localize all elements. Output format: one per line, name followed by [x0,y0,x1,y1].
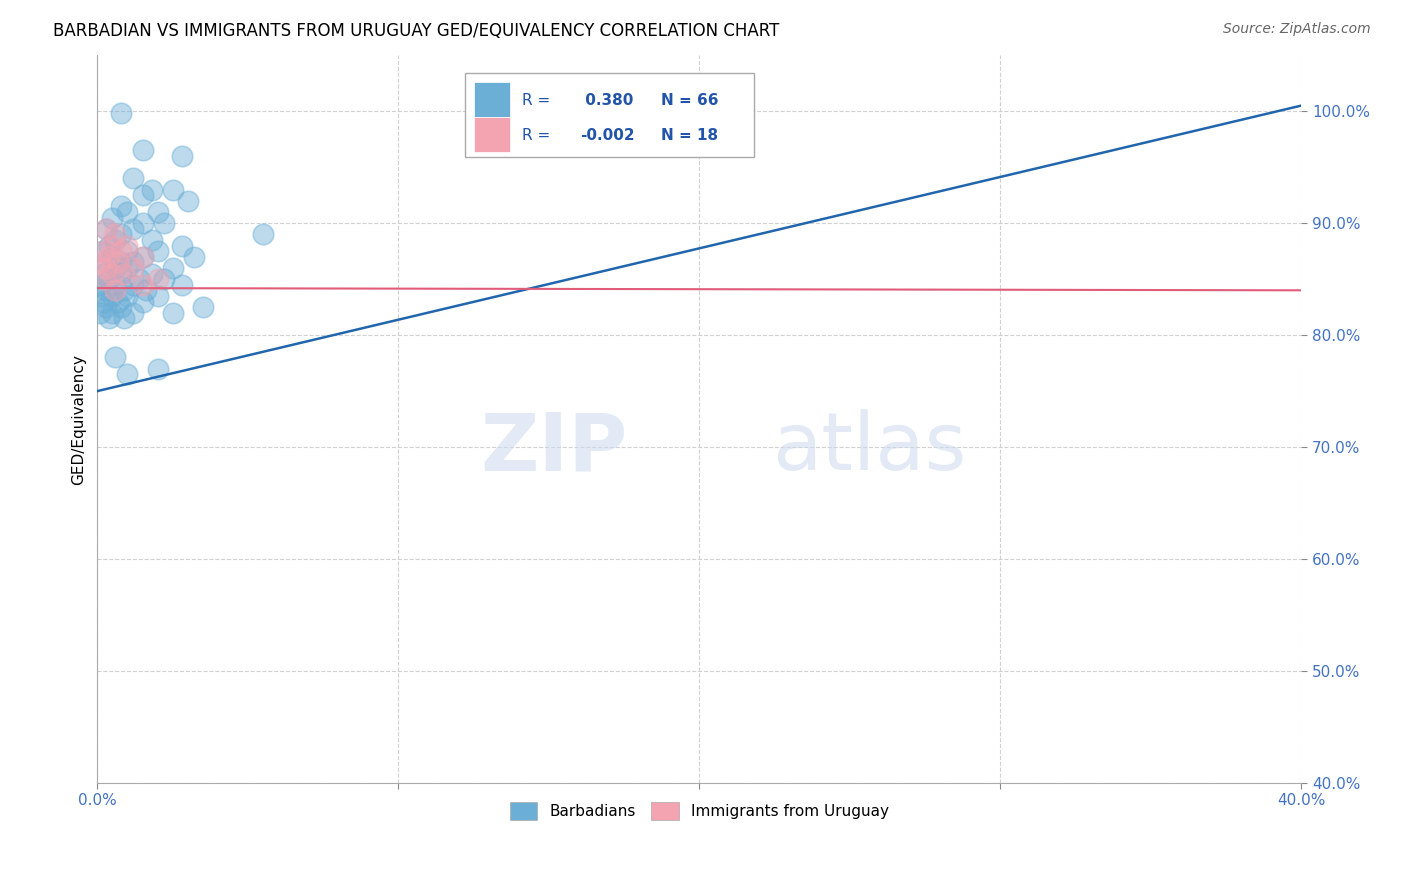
Point [141,233,163,247]
Point [117,260,139,275]
Point [110,255,132,269]
Point [114,283,136,297]
Point [117,244,139,259]
Point [104,283,127,297]
Bar [474,117,510,152]
Point [93,294,115,309]
Point [110,199,132,213]
Text: ZIP: ZIP [479,409,627,487]
Point [98,250,121,264]
Point [176,194,198,208]
Point [93,272,115,286]
Point [170,277,193,292]
Point [170,149,193,163]
Point [146,244,169,259]
Point [98,238,121,252]
Text: Source: ZipAtlas.com: Source: ZipAtlas.com [1223,22,1371,37]
Point [89,306,111,320]
Point [104,260,127,275]
Point [162,182,184,196]
Text: N = 66: N = 66 [661,94,718,109]
Point [96,221,118,235]
Point [122,171,145,186]
Point [146,272,169,286]
Point [96,255,118,269]
Point [131,294,153,309]
Point [114,311,136,326]
Point [104,227,127,242]
FancyBboxPatch shape [464,73,754,157]
Point [96,221,118,235]
Point [134,283,156,297]
Point [114,267,136,281]
Point [117,205,139,219]
Point [89,289,111,303]
Point [141,267,163,281]
Point [141,182,163,196]
Point [93,244,115,259]
Point [101,250,124,264]
Point [107,255,129,269]
Point [122,260,145,275]
Text: 0.380: 0.380 [581,94,634,109]
Point [101,238,124,252]
Point [104,233,127,247]
Point [146,361,169,376]
Point [101,267,124,281]
Point [110,300,132,314]
Point [89,255,111,269]
Text: R =: R = [523,94,555,109]
Point [131,250,153,264]
Point [146,205,169,219]
Point [101,306,124,320]
Point [117,289,139,303]
Point [93,244,115,259]
Text: -0.002: -0.002 [581,128,636,144]
Point [104,351,127,365]
Y-axis label: GED/Equivalency: GED/Equivalency [72,353,86,484]
Point [110,267,132,281]
Point [122,255,145,269]
Point [152,216,174,230]
Point [162,260,184,275]
Point [98,311,121,326]
Point [110,106,132,120]
Point [98,272,121,286]
Point [128,272,150,286]
Point [117,238,139,252]
Point [170,238,193,252]
Text: atlas: atlas [772,409,966,487]
Point [93,267,115,281]
Point [101,211,124,225]
Point [252,227,274,242]
Point [191,300,214,314]
Bar [474,82,510,117]
Point [122,221,145,235]
Point [183,250,205,264]
Point [110,244,132,259]
Text: R =: R = [523,128,555,144]
Point [110,227,132,242]
Point [96,300,118,314]
Point [146,289,169,303]
Text: N = 18: N = 18 [661,128,718,144]
Point [131,144,153,158]
Legend: Barbadians, Immigrants from Uruguay: Barbadians, Immigrants from Uruguay [503,796,896,826]
Point [131,277,153,292]
Point [96,283,118,297]
Point [131,188,153,202]
Point [122,277,145,292]
Point [96,260,118,275]
Point [122,306,145,320]
Point [117,368,139,382]
Point [101,289,124,303]
Point [162,306,184,320]
Point [107,294,129,309]
Point [152,272,174,286]
Point [89,277,111,292]
Point [131,250,153,264]
Point [104,277,127,292]
Text: BARBADIAN VS IMMIGRANTS FROM URUGUAY GED/EQUIVALENCY CORRELATION CHART: BARBADIAN VS IMMIGRANTS FROM URUGUAY GED… [53,22,780,40]
Point [131,216,153,230]
